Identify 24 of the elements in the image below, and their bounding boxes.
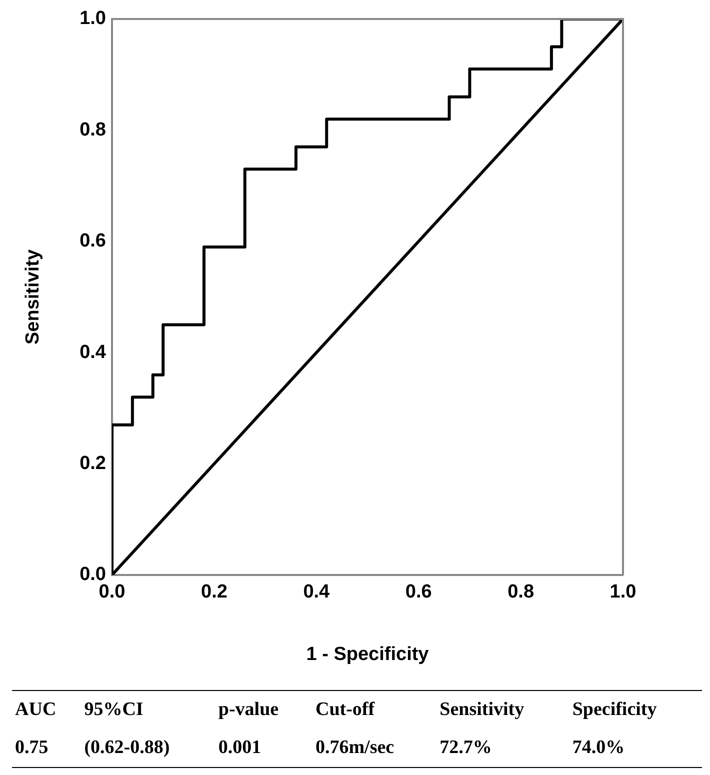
x-tick-label: 0.2 bbox=[200, 582, 228, 603]
y-tick-label: 0.2 bbox=[80, 453, 106, 474]
x-axis-title: 1 - Specificity bbox=[306, 644, 430, 665]
text: 0.75 bbox=[14, 736, 50, 760]
text: Cut-off bbox=[314, 698, 376, 722]
x-tick-label: 0.8 bbox=[508, 582, 534, 603]
text: 95%CI bbox=[83, 698, 144, 722]
y-axis-title: Sensitivity bbox=[22, 249, 44, 345]
y-tick-label: 0.4 bbox=[80, 342, 106, 363]
y-tick-label: 0.6 bbox=[80, 230, 106, 252]
text: 72.7% bbox=[438, 736, 493, 760]
y-tick-label: 1.0 bbox=[80, 8, 106, 30]
x-tick-label: 0.6 bbox=[405, 582, 432, 603]
text: 0.001 bbox=[217, 736, 262, 760]
text: AUC bbox=[14, 698, 58, 722]
text: 74.0% bbox=[571, 736, 626, 760]
x-tick-label: 1.0 bbox=[610, 582, 636, 603]
text: Specificity bbox=[571, 698, 658, 722]
text: 0.76m/sec bbox=[314, 736, 396, 760]
text: (0.62-0.88) bbox=[83, 736, 171, 760]
x-tick-label: 0.4 bbox=[303, 582, 330, 603]
y-tick-label: 0.8 bbox=[80, 119, 106, 140]
text: p-value bbox=[217, 698, 280, 722]
text: Sensitivity bbox=[438, 698, 526, 722]
